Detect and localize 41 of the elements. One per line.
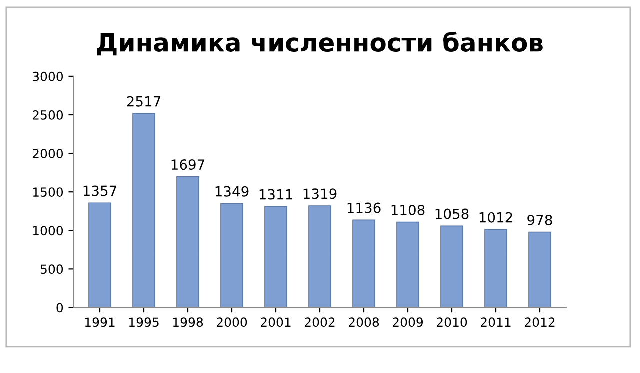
chart-title: Динамика численности банков (98, 32, 543, 56)
bar (528, 232, 552, 308)
bar (88, 202, 112, 308)
x-tick-label: 1991 (85, 318, 115, 328)
x-tick-label: 1995 (129, 318, 159, 328)
data-label: 1058 (436, 208, 469, 220)
x-tick-label: 2002 (305, 318, 335, 328)
bar (352, 220, 376, 308)
x-tick-label: 2000 (217, 318, 248, 328)
x-tick-label: 2008 (349, 318, 380, 328)
bar (264, 206, 288, 308)
x-tick-label: 2001 (261, 318, 291, 328)
data-label: 1349 (216, 186, 249, 197)
y-tick-label: 2500 (32, 110, 64, 120)
y-tick-label: 2000 (32, 149, 64, 158)
x-tick-label: 2011 (481, 318, 511, 328)
bar (132, 113, 156, 308)
x-tick-label: 2012 (525, 318, 555, 328)
x-tick-label: 1998 (173, 318, 204, 328)
y-tick-label: 1500 (33, 188, 64, 198)
data-label: 1108 (392, 204, 425, 216)
data-label: 1012 (480, 212, 512, 223)
bar (308, 206, 332, 308)
data-label: 1319 (304, 188, 337, 200)
bar (176, 176, 200, 308)
y-tick-label: 3000 (33, 72, 64, 82)
data-label: 1311 (260, 189, 292, 200)
y-tick-label: 1000 (33, 226, 64, 236)
x-tick-label: 2009 (393, 318, 424, 328)
data-label: 1697 (172, 160, 204, 170)
y-tick-label: 500 (40, 264, 64, 274)
data-label: 978 (528, 214, 552, 226)
data-label: 2517 (127, 96, 160, 107)
x-tick-label: 2010 (437, 318, 468, 328)
bar (396, 222, 420, 308)
bar (484, 229, 508, 308)
bar (440, 226, 464, 308)
data-label: 1357 (84, 186, 116, 196)
data-label: 1136 (348, 202, 381, 214)
y-tick-label: 0 (56, 303, 64, 313)
bar (220, 203, 244, 308)
